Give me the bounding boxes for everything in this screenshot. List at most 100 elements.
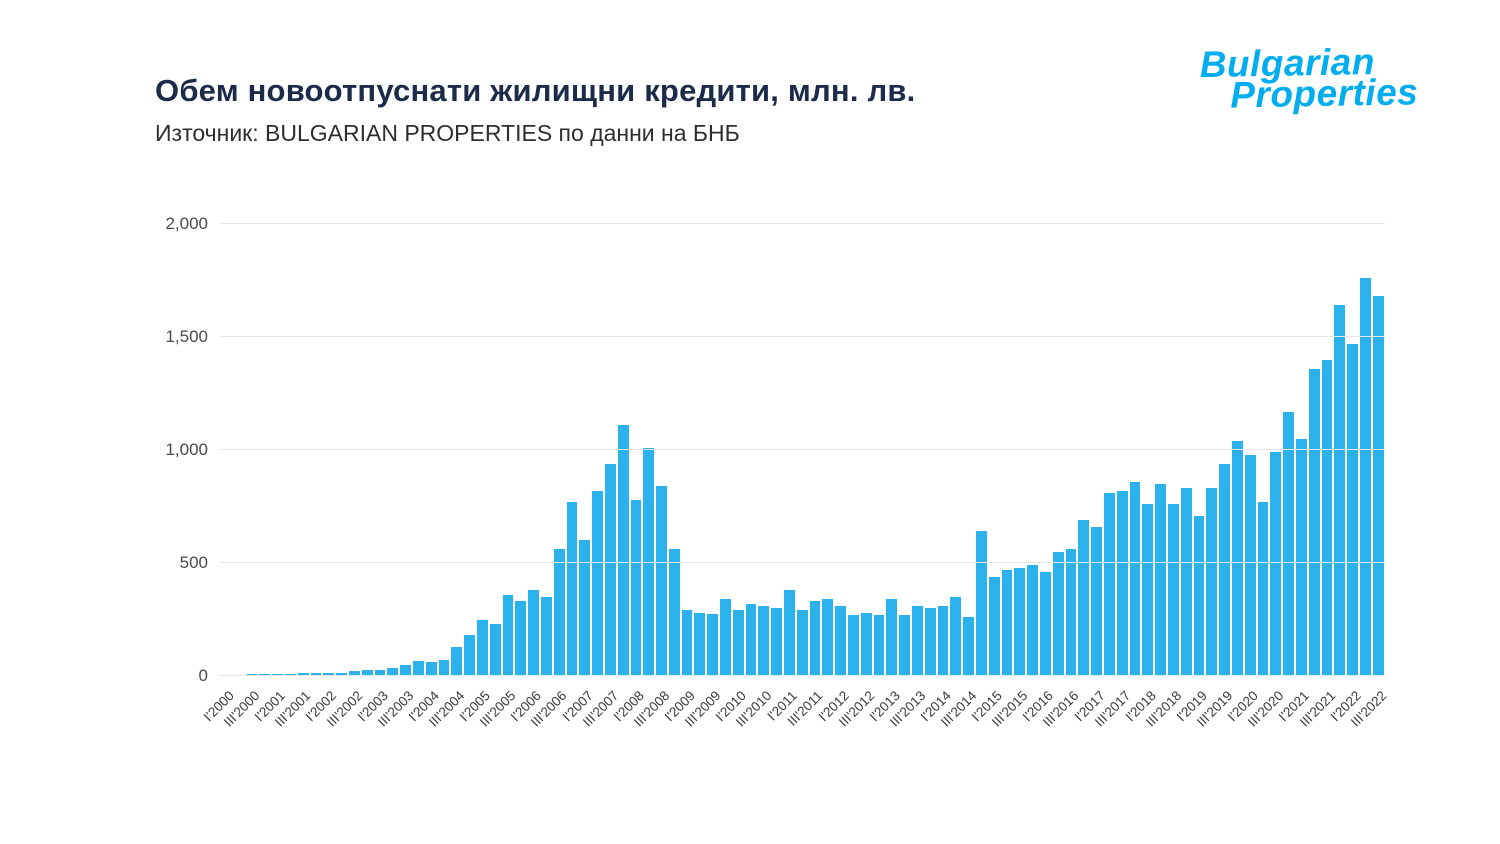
gridline [220,562,1385,563]
bar [822,599,834,676]
bar [1295,438,1307,676]
bar [1270,452,1282,676]
bar [1372,296,1384,676]
bar [1193,515,1205,676]
y-axis-label: 1,000 [165,440,208,459]
bar [297,673,309,676]
bar [912,605,923,676]
plot-area [220,223,1385,676]
bar [656,486,667,676]
bar [566,501,578,676]
bar [1334,305,1346,676]
bar [694,612,706,676]
bar [1231,440,1243,676]
bar [1129,481,1141,676]
bar [1321,359,1333,676]
bar [553,549,565,676]
page-title: Обем новоотпуснати жилищни кредити, млн.… [155,72,916,108]
x-axis: I'2000 III'2000 I'2001 III'2001 I'2002 III'20… [201,680,1390,790]
bar [681,610,693,676]
bar [745,603,757,676]
bar [924,608,936,676]
bar [1180,488,1192,676]
source-subtitle: Източник: BULGARIAN PROPERTIES по данни … [155,120,740,146]
bar [1027,565,1038,676]
bar [630,499,642,676]
bar [540,596,552,676]
bar [592,490,603,676]
gridline [220,336,1385,337]
bar [1116,490,1128,676]
bar [489,624,501,676]
bar [707,613,719,676]
bar [976,531,987,676]
bar [1219,463,1230,676]
bar [387,668,399,676]
bar [1308,368,1320,676]
bar [988,576,1000,676]
bar [1065,549,1077,676]
bar [1103,492,1115,676]
bar [579,540,591,676]
bar [1359,278,1371,676]
bar [1167,504,1179,676]
bar [1283,411,1294,676]
bar [348,671,360,676]
y-axis-label: 500 [179,553,208,572]
bar [1206,488,1218,676]
bar [963,617,975,676]
bar [1014,567,1026,676]
bar [284,673,296,676]
logo-line-2: Properties [1229,71,1419,116]
bar [412,661,424,676]
bars [220,224,1385,676]
gridline [220,223,1385,224]
bar [361,670,373,676]
bar [784,590,795,676]
bar [451,646,463,676]
bar [899,614,911,676]
bar [310,672,322,676]
bar [873,614,885,676]
bar [860,612,872,676]
bar [720,599,731,676]
bar [1257,501,1269,676]
bar [732,610,744,676]
bar [323,673,335,676]
bar [1091,526,1102,676]
bar [400,664,411,676]
bar [1052,551,1064,676]
bar [425,662,437,676]
bar [502,594,514,676]
bar [1244,454,1256,676]
bar [643,447,655,676]
y-axis: 0 500 1,000 1,500 2,000 [100,214,208,685]
y-axis-label: 1,500 [165,327,208,346]
bar [515,601,527,676]
bar [438,660,450,676]
bar [1078,520,1090,676]
bar [604,463,616,676]
bar [336,672,347,676]
bar [476,619,488,676]
bar [886,599,898,676]
bar [1142,504,1154,676]
bar [809,601,821,676]
bar [771,608,783,676]
bar [950,596,962,676]
bar [668,549,680,676]
bar [1347,343,1358,676]
bar [374,670,386,676]
y-axis-label: 0 [198,666,208,685]
bar [617,425,629,676]
bar [464,635,475,676]
y-axis-label: 2,000 [165,214,208,233]
bar [528,590,539,676]
bar [259,673,271,676]
bar [1040,572,1051,676]
bar [835,605,847,676]
bar [937,605,949,676]
bar [1001,569,1013,676]
bar [1155,483,1166,676]
